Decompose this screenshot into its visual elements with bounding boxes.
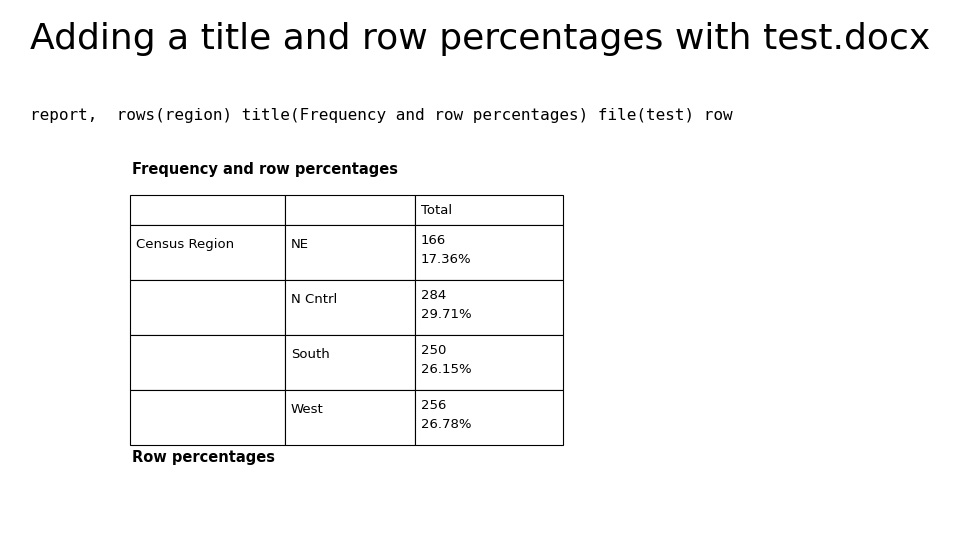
Text: Census Region: Census Region xyxy=(136,238,234,251)
Text: 166: 166 xyxy=(421,234,446,247)
Text: NE: NE xyxy=(291,238,309,251)
Text: Total: Total xyxy=(421,204,452,217)
Text: Row percentages: Row percentages xyxy=(132,450,275,465)
Text: 250: 250 xyxy=(421,344,446,357)
Text: 284: 284 xyxy=(421,289,446,302)
Text: 26.78%: 26.78% xyxy=(421,417,471,430)
Text: South: South xyxy=(291,348,329,361)
Text: N Cntrl: N Cntrl xyxy=(291,293,337,306)
Text: Frequency and row percentages: Frequency and row percentages xyxy=(132,162,398,177)
Text: Adding a title and row percentages with test.docx: Adding a title and row percentages with … xyxy=(30,22,930,56)
Text: 256: 256 xyxy=(421,399,446,412)
Text: 17.36%: 17.36% xyxy=(421,253,471,266)
Text: report,  rows(region) title(Frequency and row percentages) file(test) row: report, rows(region) title(Frequency and… xyxy=(30,108,732,123)
Text: 29.71%: 29.71% xyxy=(421,308,471,321)
Text: West: West xyxy=(291,403,324,416)
Text: 26.15%: 26.15% xyxy=(421,362,471,376)
